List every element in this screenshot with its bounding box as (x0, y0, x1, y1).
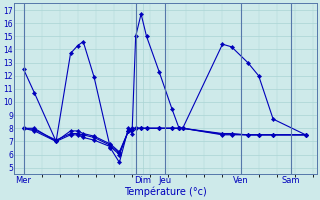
X-axis label: Température (°c): Température (°c) (124, 186, 207, 197)
